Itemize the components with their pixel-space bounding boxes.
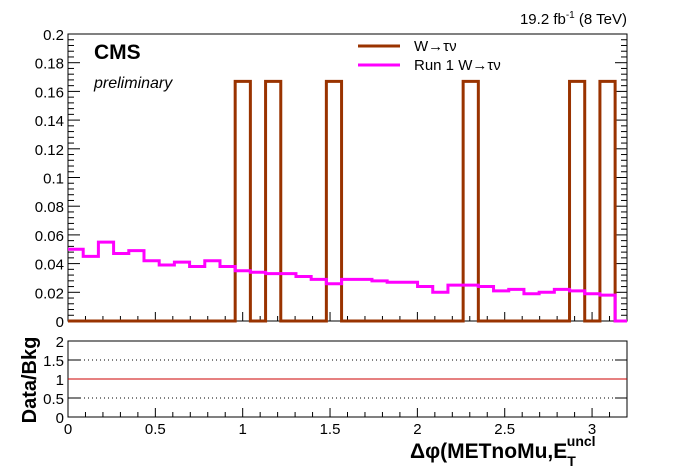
main-y-tick-label: 0.16 (35, 84, 64, 101)
x-tick-label: 3 (588, 421, 596, 438)
ratio-y-tick-label: 2 (56, 334, 64, 351)
x-tick-label: 2 (413, 421, 421, 438)
main-y-tick-label: 0.18 (35, 56, 64, 73)
x-tick-label: 1.5 (320, 421, 341, 438)
x-tick-label: 2.5 (494, 421, 515, 438)
ratio-x-axis: 0 0.5 1 1.5 2 2.5 3 (64, 408, 628, 438)
main-panel: 00.020.040.060.080.10.120.140.160.180.2 … (35, 27, 628, 331)
series-line-2 (68, 240, 627, 323)
x-axis-title: Δφ(METnoMu,ETuncl (410, 433, 596, 469)
main-y-tick-label: 0.14 (35, 113, 64, 130)
ratio-y-tick-label: 1.5 (43, 353, 64, 370)
main-y-tick-label: 0.04 (35, 257, 64, 274)
series-line-1 (68, 79, 627, 323)
x-tick-label: 0 (64, 421, 72, 438)
main-y-tick-label: 0.06 (35, 228, 64, 245)
experiment-label: CMS (94, 41, 141, 64)
ratio-y-tick-label: 1 (56, 372, 64, 389)
main-y-tick-label: 0.2 (43, 27, 64, 44)
main-y-tick-label: 0.12 (35, 142, 64, 159)
legend: W→τν Run 1 W→τν (358, 38, 501, 74)
status-label: preliminary (93, 75, 173, 92)
ratio-y-tick-label: 0.5 (43, 391, 64, 408)
ratio-y-tick-label: 0 (56, 410, 64, 427)
ratio-panel: 00.511.52 0 0.5 1 1.5 2 2.5 3 Data/Bkg Δφ(METn… (19, 334, 628, 469)
legend-label-1: W→τν (414, 38, 457, 55)
ratio-reference-lines (68, 359, 627, 399)
main-y-tick-label: 0.1 (43, 171, 64, 188)
legend-label-2: Run 1 W→τν (414, 57, 501, 74)
x-tick-label: 0.5 (145, 421, 166, 438)
main-y-tick-label: 0.08 (35, 199, 64, 216)
main-y-tick-label: 0 (56, 314, 64, 331)
luminosity-label: 19.2 fb-1 (8 TeV) (520, 10, 627, 28)
main-y-tick-label: 0.02 (35, 285, 64, 302)
x-tick-label: 1 (239, 421, 247, 438)
ratio-y-axis-title: Data/Bkg (19, 337, 41, 424)
main-y-axis: 0 0.02 0.04 0.06 0.08 0.1 0.12 0.14 0.16 0.18 0.2 (35, 27, 627, 331)
main-series (68, 79, 627, 323)
